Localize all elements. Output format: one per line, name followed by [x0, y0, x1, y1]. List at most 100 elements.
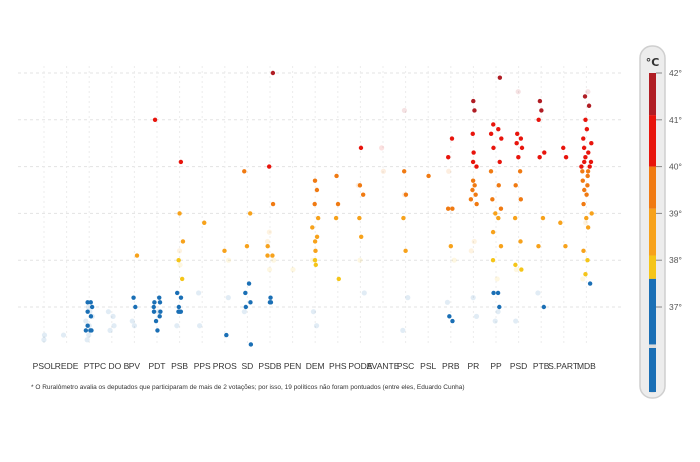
- data-point: [580, 178, 585, 183]
- faint-point: [310, 309, 317, 315]
- data-point: [581, 145, 587, 151]
- party-label: PSC: [397, 361, 414, 371]
- faint-point: [131, 323, 137, 329]
- party-label: DEM: [306, 361, 325, 371]
- data-point: [497, 75, 503, 80]
- faint-point: [174, 323, 180, 329]
- data-point: [584, 215, 589, 221]
- faint-point: [41, 332, 48, 338]
- faint-point: [495, 309, 501, 315]
- data-point: [133, 304, 138, 310]
- party-label: PHS: [329, 361, 347, 371]
- party-label: AVANTE: [367, 361, 400, 371]
- data-point: [270, 70, 276, 76]
- data-point: [497, 159, 502, 165]
- data-point: [247, 211, 253, 216]
- data-point: [134, 253, 140, 258]
- faint-point: [41, 337, 47, 343]
- faint-point: [313, 323, 320, 329]
- data-point: [536, 243, 541, 249]
- y-tick-label: 42°: [669, 68, 682, 78]
- data-point: [313, 262, 318, 268]
- data-point: [403, 192, 409, 197]
- data-point: [153, 318, 159, 324]
- data-point: [88, 314, 94, 319]
- data-point: [357, 215, 362, 221]
- data-point: [491, 290, 496, 296]
- party-label: REDE: [55, 361, 79, 371]
- data-point: [450, 318, 455, 324]
- data-point: [537, 98, 543, 104]
- data-point: [491, 122, 496, 127]
- data-point: [178, 309, 184, 314]
- data-point: [312, 178, 318, 183]
- party-label: PSD: [510, 361, 527, 371]
- data-point: [583, 117, 588, 123]
- data-point: [540, 215, 546, 221]
- data-point: [176, 304, 182, 310]
- data-point: [584, 126, 590, 132]
- data-point: [248, 342, 254, 347]
- data-point: [490, 197, 495, 202]
- data-point: [495, 290, 501, 296]
- data-point: [586, 150, 591, 155]
- data-point: [270, 253, 275, 258]
- data-point: [314, 187, 320, 193]
- data-point: [401, 169, 407, 174]
- faint-point: [444, 299, 451, 305]
- data-point: [151, 309, 157, 314]
- data-point: [447, 314, 452, 319]
- data-point: [310, 225, 315, 230]
- faint-point: [196, 290, 202, 296]
- faint-point: [494, 276, 500, 282]
- data-point: [471, 150, 476, 155]
- data-point: [474, 201, 479, 207]
- faint-point: [290, 266, 296, 273]
- data-point: [174, 290, 180, 296]
- data-point: [490, 258, 496, 263]
- faint-point: [107, 327, 113, 333]
- party-label: PEN: [284, 361, 301, 371]
- data-point: [270, 201, 276, 207]
- data-point: [542, 150, 547, 155]
- faint-point: [176, 248, 183, 254]
- faint-point: [225, 257, 232, 263]
- data-point: [180, 239, 186, 244]
- party-label: S.PART.: [548, 361, 579, 371]
- data-point: [585, 173, 590, 179]
- data-point: [426, 173, 431, 179]
- data-point: [515, 131, 520, 137]
- data-point: [267, 300, 273, 305]
- data-point: [513, 262, 518, 268]
- data-point: [493, 211, 498, 216]
- party-label: PSDB: [258, 361, 281, 371]
- faint-point: [197, 323, 203, 329]
- party-label: PODE: [348, 361, 372, 371]
- party-label: PR: [467, 361, 479, 371]
- data-point: [358, 145, 364, 151]
- data-point: [471, 98, 476, 104]
- data-point: [539, 108, 544, 113]
- data-point: [584, 192, 589, 197]
- faint-point: [492, 318, 498, 324]
- party-labels: PSOL REDE PT PC DO B PV PDT PSB PPS PROS SD PSDB PE…: [33, 361, 597, 371]
- faint-point: [241, 309, 247, 315]
- faint-point: [266, 266, 273, 273]
- data-point: [581, 136, 586, 141]
- data-point: [537, 155, 542, 160]
- data-point: [85, 300, 90, 305]
- data-point: [470, 159, 476, 165]
- data-point: [359, 234, 364, 239]
- faint-point: [357, 257, 363, 263]
- data-point: [579, 164, 584, 169]
- faint-point: [471, 238, 477, 245]
- faint-point: [111, 323, 117, 329]
- data-point: [178, 159, 184, 165]
- data-point: [583, 272, 588, 277]
- party-label: PPS: [194, 361, 211, 371]
- party-label: PT: [84, 361, 95, 371]
- data-point: [585, 183, 590, 188]
- faint-point: [264, 238, 271, 245]
- data-point: [585, 258, 590, 263]
